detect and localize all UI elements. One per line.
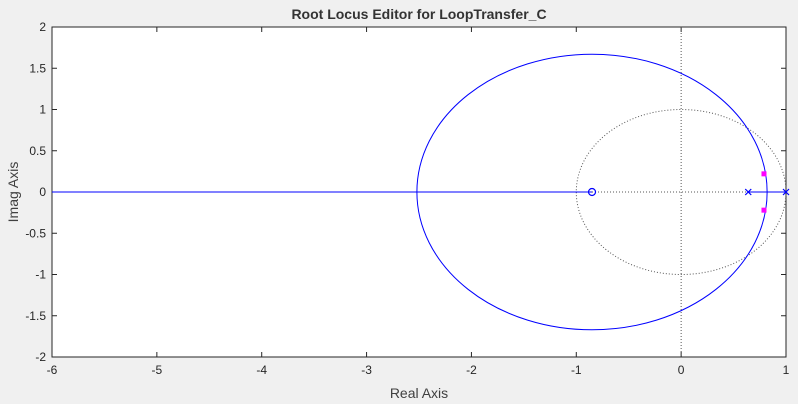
x-tick-label: 1 (783, 363, 790, 377)
pole-marker-stroke (744, 188, 752, 196)
x-tick-label: -2 (466, 363, 477, 377)
x-axis-label: Real Axis (390, 385, 448, 401)
locus-series (52, 53, 786, 331)
y-tick-label: -0.5 (25, 226, 46, 240)
pole-marker (782, 188, 790, 196)
y-axis-label: Imag Axis (5, 162, 21, 223)
pole-marker (744, 188, 752, 196)
y-tick-label: -1 (35, 268, 46, 282)
locus-markers (587, 171, 790, 213)
y-tick-label: 1.5 (29, 61, 46, 75)
x-tick-label: -3 (361, 363, 372, 377)
y-tick-label: 0.5 (29, 144, 46, 158)
y-tick-label: 1 (39, 103, 46, 117)
y-tick-labels: -2 -1.5 -1 -0.5 0 0.5 1 1.5 2 (25, 20, 46, 364)
closed-loop-pole-marker (761, 207, 767, 213)
x-tick-label: -4 (256, 363, 267, 377)
pole-marker-stroke (782, 188, 790, 196)
y-tick-label: -2 (35, 350, 46, 364)
y-tick-label: -1.5 (25, 309, 46, 323)
y-tick-label: 0 (39, 185, 46, 199)
zero-marker (587, 187, 597, 197)
x-tick-label: -1 (571, 363, 582, 377)
x-tick-label: 0 (678, 363, 685, 377)
x-tick-label: -6 (47, 363, 58, 377)
closed-loop-pole-marker (761, 171, 767, 177)
x-tick-label: -5 (152, 363, 163, 377)
chart-title: Root Locus Editor for LoopTransfer_C (291, 6, 546, 22)
x-tick-labels: -6 -5 -4 -3 -2 -1 0 1 (47, 363, 790, 377)
y-tick-label: 2 (39, 20, 46, 34)
